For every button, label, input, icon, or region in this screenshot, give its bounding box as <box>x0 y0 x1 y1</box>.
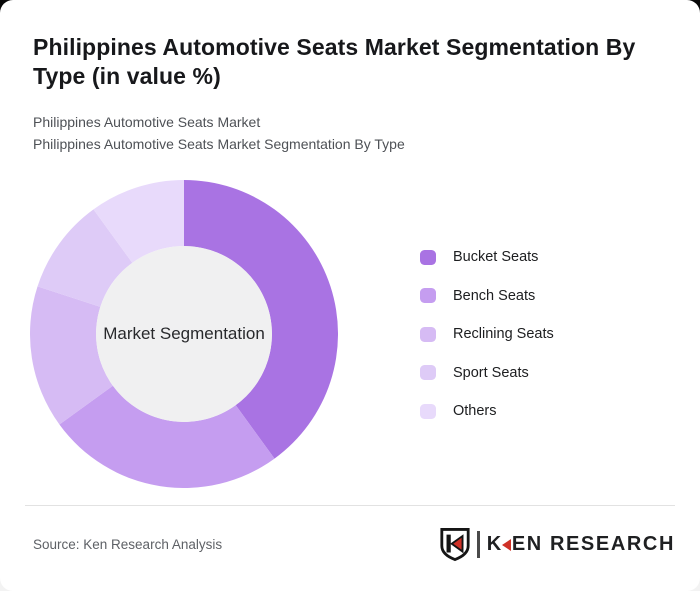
legend-swatch-icon <box>420 249 436 265</box>
chart-title: Philippines Automotive Seats Market Segm… <box>33 34 636 89</box>
ken-research-logo: K EN RESEARCH <box>439 526 675 562</box>
donut-segment-bench-seats[interactable] <box>59 385 275 488</box>
logo-divider <box>477 530 480 558</box>
donut-center-label: Market Segmentation <box>103 324 265 343</box>
subtitle-line-2: Philippines Automotive Seats Market Segm… <box>33 135 405 152</box>
source-text: Source: Ken Research Analysis <box>33 537 223 552</box>
donut-segment-bucket-seats[interactable] <box>184 180 338 459</box>
logo-letter-k: K <box>486 532 503 555</box>
ken-research-emblem-icon <box>440 527 470 561</box>
donut-chart-svg <box>30 180 338 488</box>
legend-label: Bucket Seats <box>453 249 539 265</box>
legend-label: Reclining Seats <box>453 326 554 342</box>
logo-text: EN RESEARCH <box>511 532 675 555</box>
legend-item-sport-seats[interactable]: Sport Seats <box>420 365 554 381</box>
legend-swatch-icon <box>420 326 436 342</box>
donut-segment-sport-seats[interactable] <box>37 209 133 307</box>
chart-subtitle: Philippines Automotive Seats Market Phil… <box>33 112 405 155</box>
legend-label: Others <box>453 403 497 419</box>
legend-item-reclining-seats[interactable]: Reclining Seats <box>420 326 554 342</box>
legend-swatch-icon <box>420 365 436 380</box>
legend-swatch-icon <box>420 288 436 303</box>
footer-divider <box>25 505 675 506</box>
legend-swatch-icon <box>420 403 436 419</box>
logo-wordmark: K EN RESEARCH <box>487 533 675 556</box>
donut-chart: Market Segmentation <box>30 180 338 488</box>
legend-label: Sport Seats <box>453 364 529 381</box>
logo-red-triangle-icon <box>501 539 511 551</box>
legend-item-bucket-seats[interactable]: Bucket Seats <box>420 249 554 265</box>
legend-label: Bench Seats <box>453 287 536 304</box>
chart-legend: Bucket Seats Bench Seats Reclining Seats Sp… <box>420 249 554 442</box>
legend-item-others[interactable]: Others <box>420 403 554 419</box>
donut-center: Market Segmentation <box>96 246 272 422</box>
legend-item-bench-seats[interactable]: Bench Seats <box>420 288 554 304</box>
donut-segment-reclining-seats[interactable] <box>30 286 113 425</box>
donut-segment-others[interactable] <box>93 180 184 263</box>
subtitle-line-1: Philippines Automotive Seats Market <box>33 114 261 130</box>
